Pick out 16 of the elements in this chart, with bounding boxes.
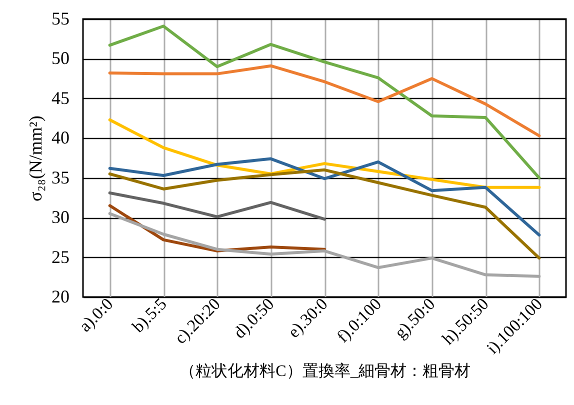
y-tick-label: 20 — [52, 286, 70, 306]
y-tick-label: 45 — [52, 88, 70, 108]
x-axis-title: （粒状化材料C）置換率_細骨材：粗骨材 — [180, 362, 470, 380]
line-series — [108, 24, 541, 180]
line-series — [108, 168, 541, 260]
line-series — [108, 191, 326, 221]
y-tick-label: 35 — [52, 167, 70, 188]
y-tick-label: 50 — [52, 48, 70, 68]
y-axis-title: σ₂₈(N/mm²) — [26, 116, 46, 202]
y-tick-label: 40 — [52, 128, 70, 148]
line-series — [108, 157, 541, 237]
line-series — [108, 64, 541, 138]
y-tick-label: 55 — [52, 8, 70, 28]
y-tick-label: 25 — [52, 246, 70, 267]
line-series — [108, 118, 541, 189]
y-tick-label: 30 — [52, 207, 70, 228]
